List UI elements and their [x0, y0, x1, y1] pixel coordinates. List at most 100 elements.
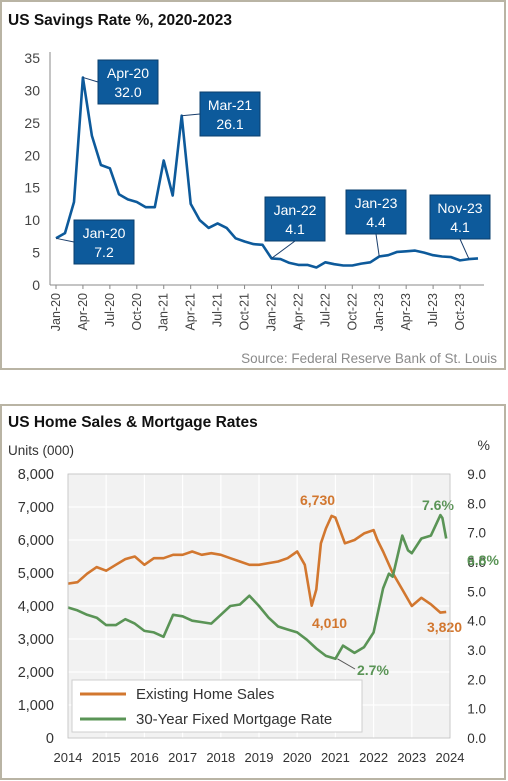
y-right-axis-title: % — [478, 437, 490, 453]
y-left-tick-label: 6,000 — [18, 533, 54, 549]
x-tick-label: Apr-23 — [399, 293, 413, 331]
home-sales-chart-title: US Home Sales & Mortgage Rates — [8, 414, 258, 431]
callout-label: Jan-22 — [274, 202, 317, 218]
savings-rate-chart: 0 5 10 15 20 25 30 35 Jan-20 Apr-20 Jul-20 Oct-20 Ja… — [24, 50, 497, 366]
callout-box — [264, 196, 326, 242]
x-tick-label: Jan-20 — [49, 293, 63, 331]
callout-label: Nov-23 — [437, 200, 482, 216]
home-sales-panel: US Home Sales & Mortgage Rates 0 1,000 2,0… — [0, 404, 506, 780]
x-tick-label: Jan-21 — [157, 293, 171, 331]
y-tick-label: 35 — [24, 50, 40, 66]
callout-leader — [181, 113, 201, 117]
callout-box — [97, 59, 159, 105]
callout-value: 7.2 — [94, 244, 114, 260]
y-left-tick-label: 7,000 — [18, 500, 54, 516]
x-tick-label: Jul-22 — [318, 293, 332, 327]
x-tick-label: Jan-23 — [372, 293, 386, 331]
x-tick-label: Oct-21 — [238, 293, 252, 331]
y-left-tick-label: 2,000 — [18, 665, 54, 681]
x-tick-label: 2017 — [168, 750, 197, 765]
x-tick-label: Jul-21 — [211, 293, 225, 327]
x-tick-label: Oct-23 — [453, 293, 467, 331]
x-tick-label: Apr-21 — [184, 293, 198, 331]
y-right-tick-label: 1.0 — [467, 702, 486, 717]
mortgage-rate-line — [67, 513, 448, 661]
x-tick-label: Jul-20 — [103, 293, 117, 327]
y-right-tick-label: 9.0 — [467, 467, 486, 482]
y-left-tick-label: 0 — [46, 731, 54, 747]
x-tick-label: Apr-22 — [291, 293, 305, 331]
callout-value: 4.1 — [285, 221, 305, 237]
callout-leader — [55, 237, 75, 243]
callout-box — [345, 189, 407, 235]
home-sales-chart: 0 1,000 2,000 3,000 4,000 5,000 6,000 7,000 8,00… — [8, 437, 499, 765]
callout-label: Jan-20 — [83, 225, 126, 241]
y-right-tick-label: 8.0 — [467, 496, 486, 511]
x-tick-label: 2018 — [206, 750, 235, 765]
x-tick-label: 2016 — [130, 750, 159, 765]
x-tick-label: Jan-22 — [264, 293, 278, 331]
y-tick-label: 15 — [24, 180, 40, 196]
callout-label: Jan-23 — [355, 195, 398, 211]
callout-label: Mar-21 — [208, 97, 253, 113]
legend-label: 30-Year Fixed Mortgage Rate — [136, 711, 332, 728]
legend-box — [71, 679, 363, 733]
savings-rate-line — [55, 76, 479, 269]
source-note: Source: Federal Reserve Bank of St. Loui… — [241, 351, 497, 366]
y-right-tick-label: 4.0 — [467, 614, 486, 629]
x-tick-label: Apr-20 — [76, 293, 90, 331]
y-right-tick-label: 3.0 — [467, 643, 486, 658]
y-left-tick-label: 3,000 — [18, 632, 54, 648]
callout-leader — [271, 240, 296, 259]
x-tick-label: 2023 — [397, 750, 426, 765]
y-left-tick-label: 8,000 — [18, 467, 54, 483]
y-left-axis-title: Units (000) — [8, 443, 74, 458]
annotation-leader — [337, 658, 356, 670]
callout-box — [199, 91, 261, 137]
y-tick-label: 20 — [24, 147, 40, 163]
callout-box — [73, 219, 135, 265]
y-left-tick-label: 1,000 — [18, 698, 54, 714]
y-right-tick-label: 2.0 — [467, 672, 486, 687]
data-annotation: 6.8% — [467, 552, 499, 568]
x-tick-label: 2019 — [245, 750, 274, 765]
x-tick-label: 2015 — [92, 750, 121, 765]
callout-value: 4.1 — [450, 219, 470, 235]
callout-box — [429, 194, 491, 240]
callout-leader — [82, 76, 99, 83]
data-annotation: 6,730 — [300, 492, 335, 508]
callout-leader — [459, 238, 470, 260]
y-right-tick-label: 5.0 — [467, 584, 486, 599]
x-tick-label: 2021 — [321, 750, 350, 765]
y-tick-label: 5 — [32, 245, 40, 261]
x-tick-label: 2020 — [283, 750, 312, 765]
y-tick-label: 30 — [24, 82, 40, 98]
x-tick-label: 2022 — [359, 750, 388, 765]
data-annotation: 4,010 — [312, 615, 347, 631]
legend-label: Existing Home Sales — [136, 686, 274, 703]
x-tick-label: 2024 — [436, 750, 465, 765]
y-right-tick-label: 0.0 — [467, 731, 486, 746]
y-right-tick-label: 7.0 — [467, 526, 486, 541]
callout-value: 4.4 — [366, 214, 386, 230]
x-tick-label: Oct-22 — [345, 293, 359, 331]
y-tick-label: 0 — [32, 277, 40, 293]
y-left-tick-label: 5,000 — [18, 566, 54, 582]
data-annotation: 2.7% — [357, 662, 389, 678]
callout-label: Apr-20 — [107, 65, 149, 81]
existing-home-sales-line — [67, 514, 447, 614]
y-right-tick-label: 6.0 — [467, 555, 486, 570]
savings-chart-title: US Savings Rate %, 2020-2023 — [8, 12, 233, 29]
y-left-tick-label: 4,000 — [18, 599, 54, 615]
x-tick-label: 2014 — [54, 750, 83, 765]
y-tick-label: 25 — [24, 115, 40, 131]
callout-leader — [375, 233, 380, 257]
savings-rate-panel: US Savings Rate %, 2020-2023 0 5 10 15 20 25 3… — [0, 0, 506, 370]
callout-value: 32.0 — [114, 84, 141, 100]
x-tick-label: Jul-23 — [426, 293, 440, 327]
data-annotation: 7.6% — [422, 497, 454, 513]
x-tick-label: Oct-20 — [130, 293, 144, 331]
plot-frame — [67, 473, 451, 739]
callout-value: 26.1 — [216, 116, 243, 132]
data-annotation: 3,820 — [427, 619, 462, 635]
